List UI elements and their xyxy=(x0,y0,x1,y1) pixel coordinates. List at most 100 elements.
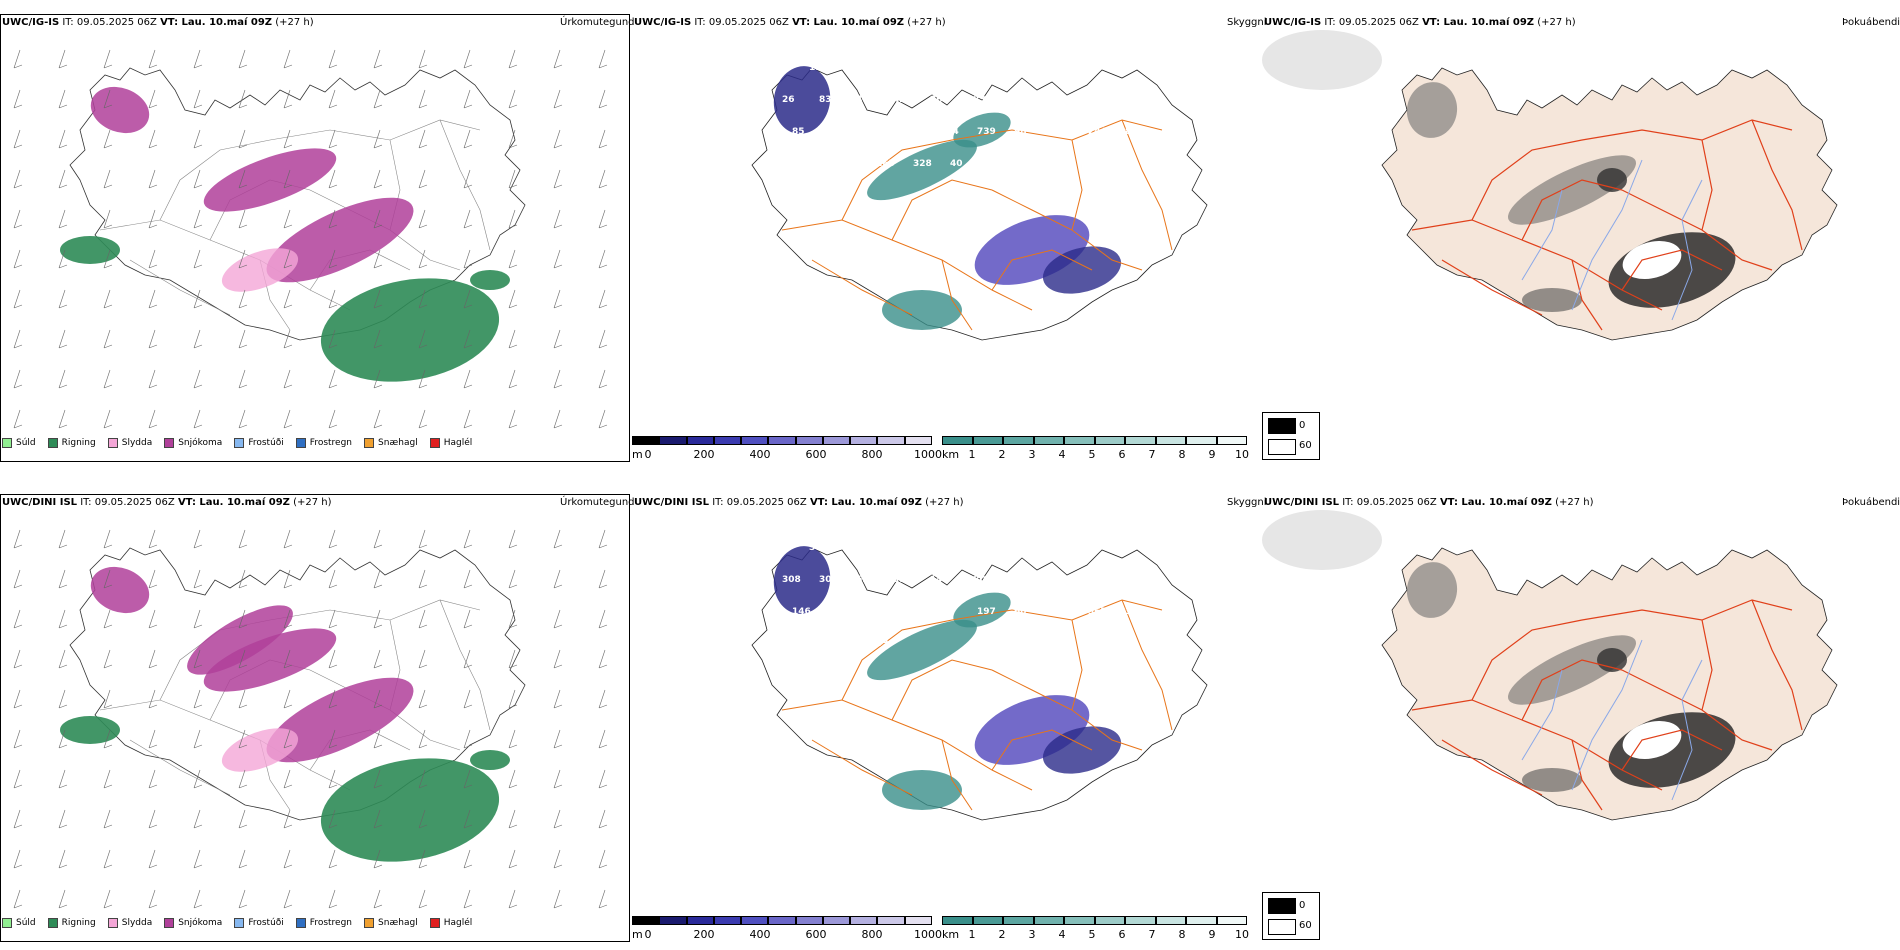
lead-time: (+27 h) xyxy=(1537,17,1576,28)
wind-barb xyxy=(58,649,68,669)
colorbar-tick: 9 xyxy=(1208,448,1216,461)
valid-time: VT: Lau. 10.maí 09Z xyxy=(809,497,922,508)
cloud-base-label: 53 xyxy=(876,639,889,649)
wind-barb xyxy=(103,529,113,549)
wind-barb xyxy=(58,409,68,429)
wind-barb xyxy=(598,169,608,189)
legend-swatch xyxy=(364,438,375,448)
wind-barb xyxy=(373,209,383,229)
wind-barb xyxy=(103,849,113,869)
road-line xyxy=(891,659,993,721)
river-line xyxy=(1521,189,1563,281)
wind-barb xyxy=(598,329,608,349)
lead-time: (+27 h) xyxy=(1555,497,1594,508)
colorbar-bin xyxy=(904,916,932,925)
road-line xyxy=(1621,729,1723,771)
river-line xyxy=(1571,639,1643,791)
wind-barb xyxy=(418,529,428,549)
wind-barb xyxy=(463,649,473,669)
legend-label: Haglél xyxy=(443,918,473,928)
precip-type-map xyxy=(13,49,608,429)
road-line xyxy=(891,179,993,241)
cloud-base-label: 40 xyxy=(950,159,963,169)
wind-barb xyxy=(463,209,473,229)
wind-barb xyxy=(238,649,248,669)
legend-label: Súld xyxy=(16,918,36,928)
cloud-base-label: 239 xyxy=(1078,575,1097,585)
wind-barb xyxy=(238,89,248,109)
low-cloud-area xyxy=(1042,726,1122,774)
cloud-base-label: 997 xyxy=(1105,63,1124,73)
wind-barb xyxy=(328,649,338,669)
wind-barb xyxy=(598,729,608,749)
wind-barb xyxy=(598,569,608,589)
wind-barb xyxy=(463,369,473,389)
wind-barb xyxy=(238,129,248,149)
cloud-base-label: 699 xyxy=(856,575,875,585)
colorbar-bin xyxy=(741,436,769,445)
wind-barb xyxy=(13,769,23,789)
wind-barb xyxy=(373,769,383,789)
colorbar-bin xyxy=(942,916,973,925)
road-line xyxy=(1701,139,1713,231)
wind-barb xyxy=(13,49,23,69)
cloud-base-label: 93 xyxy=(1061,159,1074,169)
wind-barb xyxy=(58,249,68,269)
cloud-base-label: 102 xyxy=(883,543,902,553)
wind-barb xyxy=(418,129,428,149)
legend-item: Snæhagl xyxy=(364,438,418,448)
iceland-group xyxy=(60,67,526,382)
legend-item: Haglél xyxy=(429,918,473,928)
road-line xyxy=(1121,119,1173,251)
colorbar-bin xyxy=(1033,436,1064,445)
colorbar-bin xyxy=(850,436,878,445)
cloud-base-label: 29 xyxy=(1031,543,1044,553)
colorbar-unit: km xyxy=(942,448,960,461)
road-line xyxy=(1621,249,1723,291)
wind-barb xyxy=(283,129,293,149)
colorbar-bin xyxy=(1186,916,1217,925)
wind-barb xyxy=(328,169,338,189)
wind-barb xyxy=(463,569,473,589)
wind-barb xyxy=(373,689,383,709)
wind-barb xyxy=(103,609,113,629)
visibility-colorbar: km 1 2 3 4 5 6 7 8 9 10 xyxy=(942,916,1262,942)
wind-barb xyxy=(283,809,293,829)
model-name: UWC/DINI ISL xyxy=(2,497,78,508)
wind-barb xyxy=(418,409,428,429)
road-line xyxy=(811,259,913,316)
wind-barb xyxy=(283,609,293,629)
colorbar-bin xyxy=(632,916,660,925)
road-line xyxy=(99,219,351,311)
wind-barb xyxy=(148,209,158,229)
precip-legend: Súld Rigning Slydda Snjókoma Frostúði Frostre… xyxy=(2,438,472,448)
wind-barb xyxy=(463,729,473,749)
low-visibility-area xyxy=(882,770,962,810)
wind-barb xyxy=(193,249,203,269)
legend-item: Snjókoma xyxy=(164,918,222,928)
colorbar-tick: 3 xyxy=(1028,928,1036,941)
cloud-title: Skyggni xyxy=(1227,17,1267,28)
wind-barb xyxy=(328,569,338,589)
colorbar-tick: 400 xyxy=(749,448,771,461)
colorbar-tick: 0 xyxy=(644,448,652,461)
wind-barb xyxy=(418,769,428,789)
colorbar-bin xyxy=(1216,436,1247,445)
cloud-base-label: 834 xyxy=(819,95,838,105)
colorbar-bin xyxy=(1003,436,1034,445)
cloud-title: Skyggni xyxy=(1227,497,1267,508)
wind-barb xyxy=(58,369,68,389)
wind-barb xyxy=(13,809,23,829)
iceland-group: 226 303 100 102 568 169 782 29 592 544 308 301 699 91… xyxy=(751,543,1208,821)
wind-barb xyxy=(553,809,563,829)
cloud-base-label: 739 xyxy=(977,127,996,137)
cloud-base-label: 301 xyxy=(819,575,838,585)
wind-barb xyxy=(463,769,473,789)
colorbar-tick: 0 xyxy=(644,928,652,941)
wind-barb xyxy=(103,769,113,789)
colorbar-bin xyxy=(972,916,1003,925)
road-line xyxy=(159,599,481,701)
wind-barb xyxy=(373,529,383,549)
cloud-base-label: 42 xyxy=(893,95,906,105)
cloud-base-label: 141 xyxy=(930,575,949,585)
